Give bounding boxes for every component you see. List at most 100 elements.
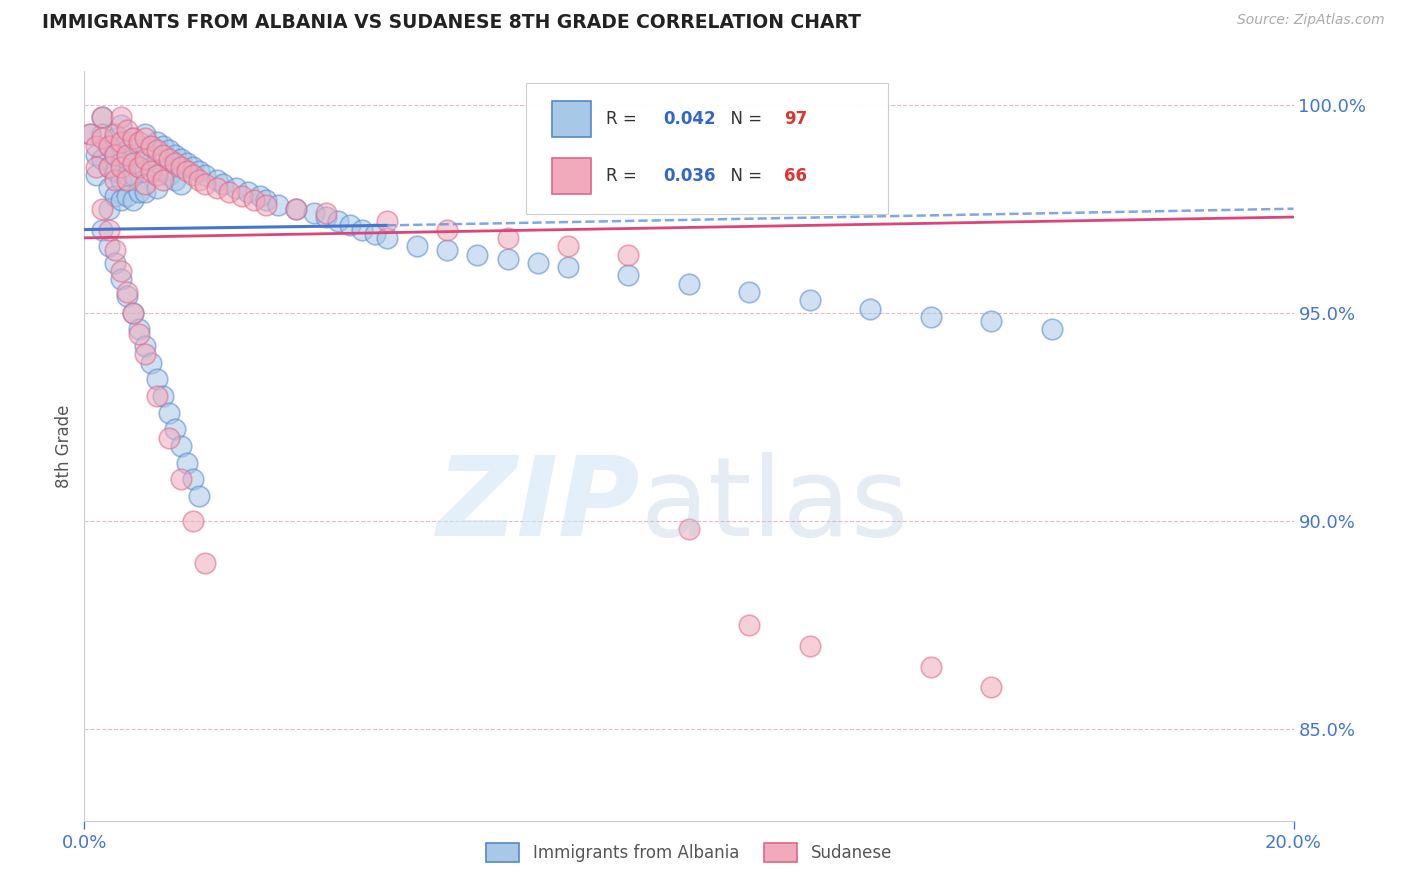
Point	[176, 156, 198, 170]
Point	[617, 247, 640, 261]
Point	[678, 277, 700, 291]
Point	[86, 169, 108, 183]
Point	[104, 172, 127, 186]
Point	[225, 181, 247, 195]
Point	[170, 472, 193, 486]
Point	[617, 268, 640, 283]
Point	[1040, 322, 1063, 336]
Point	[115, 122, 138, 136]
Point	[181, 169, 204, 183]
Point	[146, 181, 169, 195]
Point	[115, 289, 138, 303]
Point	[194, 169, 217, 183]
Point	[91, 110, 114, 124]
Point	[207, 181, 229, 195]
Point	[110, 135, 132, 149]
Point	[146, 372, 169, 386]
Point	[97, 139, 120, 153]
Point	[231, 189, 253, 203]
Point	[121, 306, 143, 320]
Text: 0.042: 0.042	[664, 110, 716, 128]
Point	[181, 160, 204, 174]
Text: ZIP: ZIP	[437, 452, 641, 559]
Point	[115, 152, 138, 166]
Point	[352, 222, 374, 236]
Point	[91, 110, 114, 124]
Text: R =: R =	[606, 110, 641, 128]
Point	[91, 222, 114, 236]
Text: N =: N =	[720, 168, 768, 186]
Point	[134, 347, 156, 361]
Point	[146, 389, 169, 403]
Point	[121, 194, 143, 208]
Point	[128, 322, 150, 336]
Point	[980, 314, 1002, 328]
Point	[128, 185, 150, 199]
Point	[91, 202, 114, 216]
Text: 66: 66	[785, 168, 807, 186]
Point	[375, 214, 398, 228]
Point	[738, 618, 761, 632]
Point	[315, 206, 337, 220]
Point	[91, 127, 114, 141]
Point	[285, 202, 308, 216]
Point	[115, 147, 138, 161]
Point	[79, 127, 101, 141]
Point	[363, 227, 385, 241]
Point	[212, 177, 235, 191]
Point	[165, 172, 187, 186]
Point	[134, 177, 156, 191]
Point	[242, 194, 264, 208]
Point	[128, 160, 150, 174]
Point	[165, 156, 187, 170]
Point	[86, 160, 108, 174]
Point	[157, 144, 180, 158]
Point	[104, 131, 127, 145]
Point	[181, 514, 204, 528]
Point	[188, 164, 211, 178]
Point	[170, 160, 193, 174]
Point	[188, 172, 211, 186]
Point	[254, 194, 277, 208]
Point	[254, 197, 277, 211]
Point	[375, 231, 398, 245]
Text: 0.036: 0.036	[664, 168, 716, 186]
Point	[165, 147, 187, 161]
Point	[115, 189, 138, 203]
Point	[267, 197, 290, 211]
Point	[128, 326, 150, 341]
Point	[134, 185, 156, 199]
Point	[97, 239, 120, 253]
Point	[134, 131, 156, 145]
Point	[139, 139, 162, 153]
Point	[104, 164, 127, 178]
Point	[170, 177, 193, 191]
Text: Source: ZipAtlas.com: Source: ZipAtlas.com	[1237, 13, 1385, 28]
Point	[218, 185, 240, 199]
Point	[128, 139, 150, 153]
Point	[467, 247, 489, 261]
Point	[121, 169, 143, 183]
Point	[97, 181, 120, 195]
Point	[496, 252, 519, 266]
Point	[188, 489, 211, 503]
Point	[146, 169, 169, 183]
Point	[920, 659, 942, 673]
Point	[738, 285, 761, 299]
Point	[496, 231, 519, 245]
Point	[146, 144, 169, 158]
Point	[110, 119, 132, 133]
Y-axis label: 8th Grade: 8th Grade	[55, 404, 73, 488]
Legend: Immigrants from Albania, Sudanese: Immigrants from Albania, Sudanese	[479, 836, 898, 869]
Point	[328, 214, 350, 228]
Point	[139, 160, 162, 174]
Text: 97: 97	[785, 110, 807, 128]
Point	[134, 339, 156, 353]
Point	[121, 147, 143, 161]
Point	[115, 169, 138, 183]
Point	[236, 185, 259, 199]
Point	[157, 169, 180, 183]
Point	[134, 147, 156, 161]
Point	[121, 306, 143, 320]
Bar	[553, 101, 591, 136]
